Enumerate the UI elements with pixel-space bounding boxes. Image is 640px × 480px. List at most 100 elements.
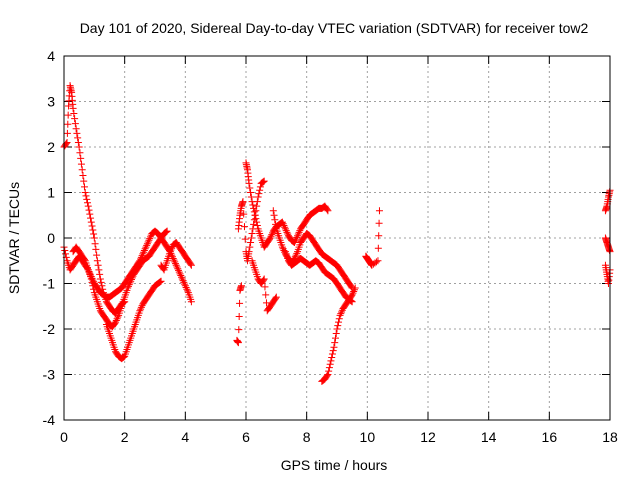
- data-point-arc4: [137, 253, 145, 261]
- data-point-arc1: [94, 261, 102, 269]
- data-point-arc12: [326, 360, 334, 368]
- data-point-arc12: [338, 308, 346, 316]
- data-point-arc8: [295, 228, 303, 236]
- data-point-arc4: [183, 285, 191, 293]
- data-point-arc4: [174, 265, 182, 273]
- data-point-arc13: [374, 244, 382, 252]
- data-point-arc7: [248, 229, 256, 237]
- x-tick-label: 0: [60, 429, 68, 445]
- data-point-arc3: [136, 307, 144, 315]
- data-point-arc4: [176, 270, 184, 278]
- data-point-arc4: [87, 271, 95, 279]
- data-point-arc1: [78, 166, 86, 174]
- chart-title: Day 101 of 2020, Sidereal Day-to-day VTE…: [80, 20, 589, 36]
- data-point-arc6: [235, 326, 243, 334]
- data-point-arc4: [89, 276, 97, 284]
- data-point-arc4: [140, 248, 148, 256]
- data-point-arc8: [250, 204, 258, 212]
- data-point-arc1: [80, 177, 88, 185]
- data-point-arc5: [187, 261, 195, 269]
- data-point-arc1: [84, 202, 92, 210]
- data-point-arc1: [98, 282, 106, 290]
- data-point-arc1: [83, 195, 91, 203]
- data-point-arc4: [178, 273, 186, 281]
- data-point-arc8: [284, 230, 292, 238]
- data-point-arc10: [269, 207, 277, 215]
- data-point-arc4: [173, 263, 181, 271]
- data-point-arc5: [167, 246, 175, 254]
- data-point-arc9: [262, 299, 270, 307]
- data-point-arc8: [294, 232, 302, 240]
- data-point-arc1: [82, 192, 90, 200]
- data-point-arc1: [71, 120, 79, 128]
- data-point-arc4: [172, 261, 180, 269]
- data-point-arc8: [292, 235, 300, 243]
- data-point-arc2: [162, 228, 170, 236]
- x-tick-label: 10: [360, 429, 376, 445]
- data-point-arc1: [97, 278, 105, 286]
- data-point-arc10: [270, 211, 278, 219]
- data-point-arc3: [138, 302, 146, 310]
- data-point-arc8: [323, 206, 331, 214]
- data-point-arc8: [253, 221, 261, 229]
- data-point-arc5: [166, 248, 174, 256]
- y-axis-tick-labels: -4 -3 -2 -1 0 1 2 3 4: [43, 48, 56, 428]
- data-point-arc1: [87, 218, 95, 226]
- data-point-arc8: [278, 218, 286, 226]
- data-point-arc1: [96, 270, 104, 278]
- data-point-arc2: [111, 319, 119, 327]
- data-point-arc12: [338, 306, 346, 314]
- data-point-arc4: [80, 256, 88, 264]
- y-tick-label: -1: [43, 276, 56, 292]
- data-point-arc4: [171, 258, 179, 266]
- data-point-arc5: [187, 260, 195, 268]
- data-point-arc1: [89, 226, 97, 234]
- y-tick-label: 1: [47, 185, 55, 201]
- data-point-arc4: [175, 266, 183, 274]
- data-point-arc4: [135, 258, 143, 266]
- data-point-arc1: [77, 154, 85, 162]
- data-point-arc10: [272, 220, 280, 228]
- data-point-arc8: [248, 198, 256, 206]
- data-point-arc4: [181, 282, 189, 290]
- data-point-arc7: [239, 198, 247, 206]
- data-point-arc7: [256, 183, 264, 191]
- y-tick-label: 2: [47, 139, 55, 155]
- data-point-arc8: [296, 227, 304, 235]
- data-point-arc1: [64, 120, 72, 128]
- data-point-arc12: [347, 292, 355, 300]
- data-point-arc2: [112, 318, 120, 326]
- data-point-arc4: [86, 269, 94, 277]
- data-point-arc1: [63, 129, 71, 137]
- data-point-arc12: [348, 291, 356, 299]
- x-tick-label: 12: [420, 429, 436, 445]
- grid-lines: [63, 55, 611, 421]
- data-point-arc4: [141, 245, 149, 253]
- data-point-arc12: [337, 310, 345, 318]
- data-point-arc2: [124, 282, 132, 290]
- data-point-arc4: [168, 253, 176, 261]
- data-point-arc10: [271, 216, 279, 224]
- data-point-arc4: [84, 266, 92, 274]
- data-point-arc8: [251, 211, 259, 219]
- data-point-arc7: [254, 193, 262, 201]
- data-point-arc3: [120, 353, 128, 361]
- data-point-arc1: [79, 171, 87, 179]
- data-point-arc13: [374, 257, 382, 265]
- data-point-arc2: [126, 279, 134, 287]
- data-point-arc1: [90, 234, 98, 242]
- data-point-arc4: [143, 241, 151, 249]
- data-point-arc12: [332, 330, 340, 338]
- data-point-arc8: [247, 193, 255, 201]
- data-point-arc4: [180, 278, 188, 286]
- data-point-arc1: [69, 104, 77, 112]
- data-point-arc8: [245, 179, 253, 187]
- data-point-arc1: [63, 138, 71, 146]
- y-tick-label: 4: [47, 48, 55, 64]
- data-point-arc12: [350, 287, 358, 295]
- x-tick-label: 2: [121, 429, 129, 445]
- data-point-arc12: [331, 334, 339, 342]
- data-point-arc8: [324, 207, 332, 215]
- data-point-arc4: [187, 298, 195, 306]
